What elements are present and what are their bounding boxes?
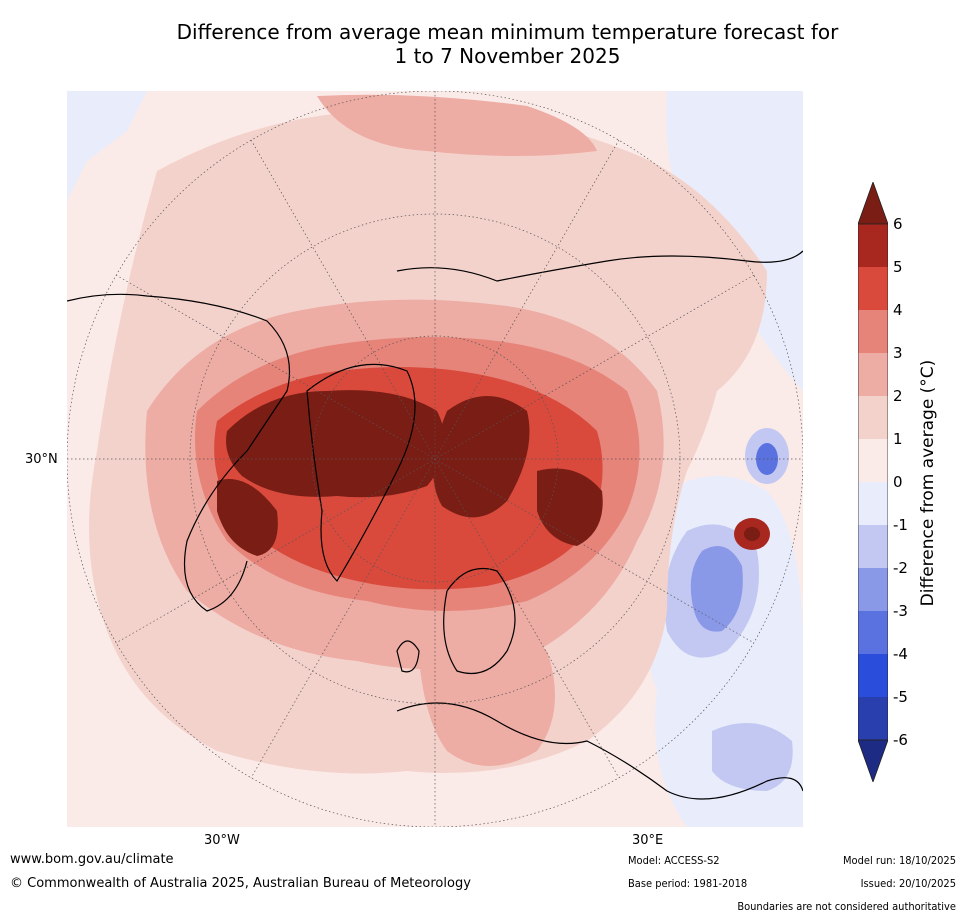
- footer-model-run: Model run: 18/10/2025: [843, 854, 956, 867]
- anomaly-map-svg: [67, 91, 803, 827]
- colorbar-tick-label: 6: [893, 215, 903, 233]
- colorbar-bin-m4: [858, 654, 888, 697]
- colorbar-tick-label: -1: [893, 516, 908, 534]
- graticule-circle-inner: [311, 335, 559, 583]
- colorbar-tick-label: -4: [893, 645, 908, 663]
- colorbar-over: [858, 182, 888, 225]
- colorbar-tick-label: 2: [893, 387, 903, 405]
- footer-url[interactable]: www.bom.gov.au/climate: [10, 852, 174, 867]
- warm-europe: [417, 609, 555, 766]
- colorbar-tick-label: -5: [893, 688, 908, 706]
- warm-core-barents: [433, 396, 530, 518]
- coastlines: [67, 250, 803, 800]
- coastline-scandinavia: [443, 567, 516, 675]
- warm-core-siberia: [537, 468, 603, 546]
- colorbar-bin-6: [858, 224, 888, 267]
- cool-patch-nw: [67, 91, 147, 201]
- warm-core-east-asia-inner: [744, 527, 760, 541]
- colorbar-tick-label: 3: [893, 344, 903, 362]
- colorbar-bin-2: [858, 396, 888, 439]
- colorbar-bin-m3: [858, 611, 888, 654]
- colorbar-bin-m5: [858, 697, 888, 740]
- graticule: [67, 91, 803, 827]
- coastline-north-america: [67, 293, 291, 612]
- lat-label-30n: 30°N: [25, 452, 58, 467]
- coastline-europe-south: [396, 702, 803, 800]
- colorbar-bin-m2: [858, 568, 888, 611]
- chart-title: Difference from average mean minimum tem…: [0, 20, 965, 68]
- colorbar-bin-3: [858, 353, 888, 396]
- colorbar-bin-0: [858, 482, 888, 525]
- colorbar-bin-1: [858, 439, 888, 482]
- anomaly-map[interactable]: [67, 91, 803, 827]
- colorbar-bin-4: [858, 310, 888, 353]
- colorbar-bin-5: [858, 267, 888, 310]
- colorbar-tick-label: 1: [893, 430, 903, 448]
- footer-model: Model: ACCESS-S2: [628, 854, 720, 867]
- graticule-meridian-d: [115, 274, 755, 644]
- lon-label-30e: 30°E: [632, 833, 664, 848]
- title-line-1: Difference from average mean minimum tem…: [176, 20, 839, 44]
- warm-core-canada: [217, 479, 278, 556]
- colorbar: [858, 182, 888, 782]
- coastline-greenland: [306, 363, 416, 582]
- colorbar-tick-label: -2: [893, 559, 908, 577]
- warm-core-greenland: [226, 390, 445, 498]
- footer-disclaimer: Boundaries are not considered authoritat…: [737, 900, 956, 913]
- colorbar-tick-label: 4: [893, 301, 903, 319]
- colorbar-tick-label: 5: [893, 258, 903, 276]
- footer-copyright: © Commonwealth of Australia 2025, Austra…: [10, 876, 471, 891]
- footer-base-period: Base period: 1981-2018: [628, 877, 748, 890]
- cool-core-asia-2: [690, 546, 743, 632]
- title-line-2: 1 to 7 November 2025: [394, 44, 621, 68]
- coastline-britain: [396, 640, 420, 673]
- colorbar-tick-label: -3: [893, 602, 908, 620]
- coastline-eurasia-north: [396, 250, 803, 282]
- cool-patch-south-asia: [712, 723, 793, 791]
- colorbar-outline: [858, 223, 888, 741]
- colorbar-bin-m1: [858, 525, 888, 568]
- footer-issued: Issued: 20/10/2025: [860, 877, 956, 890]
- warm-north-band: [317, 94, 597, 156]
- colorbar-under: [858, 739, 888, 782]
- colorbar-tick-label: -6: [893, 731, 908, 749]
- colorbar-label: Difference from average (°C): [918, 359, 938, 607]
- colorbar-tick-label: 0: [893, 473, 903, 491]
- lon-label-30w: 30°W: [204, 833, 240, 848]
